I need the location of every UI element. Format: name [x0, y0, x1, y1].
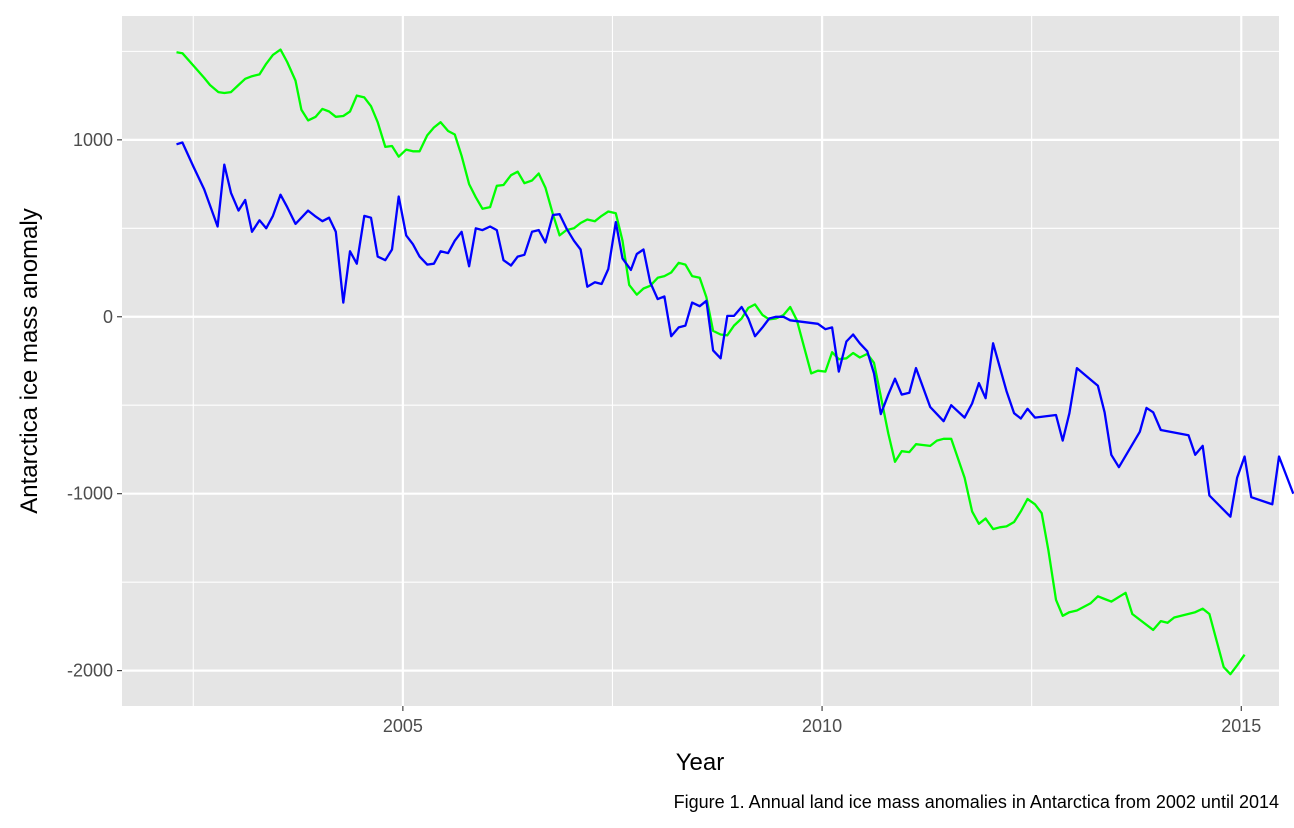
y-tick-label: 1000 — [73, 130, 113, 150]
y-tick-label: 0 — [103, 307, 113, 327]
y-axis-ticks: -2000 -1000 0 1000 — [67, 130, 122, 681]
y-axis-title: Antarctica ice mass anomaly — [16, 208, 43, 513]
series-line-1 — [176, 48, 1246, 676]
x-tick-label: 2005 — [383, 716, 423, 736]
x-axis-ticks: 2005 2010 2015 — [383, 706, 1261, 736]
x-axis-title: Year — [676, 749, 725, 776]
minor-gridlines — [122, 16, 1279, 706]
x-tick-label: 2010 — [802, 716, 842, 736]
figure-caption: Figure 1. Annual land ice mass anomalies… — [674, 792, 1279, 812]
y-tick-label: -2000 — [67, 661, 113, 681]
major-gridlines — [122, 16, 1279, 706]
x-tick-label: 2015 — [1221, 716, 1261, 736]
series-lines — [176, 48, 1294, 676]
y-tick-label: -1000 — [67, 484, 113, 504]
series-line-2 — [176, 141, 1294, 518]
plot-panel — [122, 16, 1279, 706]
